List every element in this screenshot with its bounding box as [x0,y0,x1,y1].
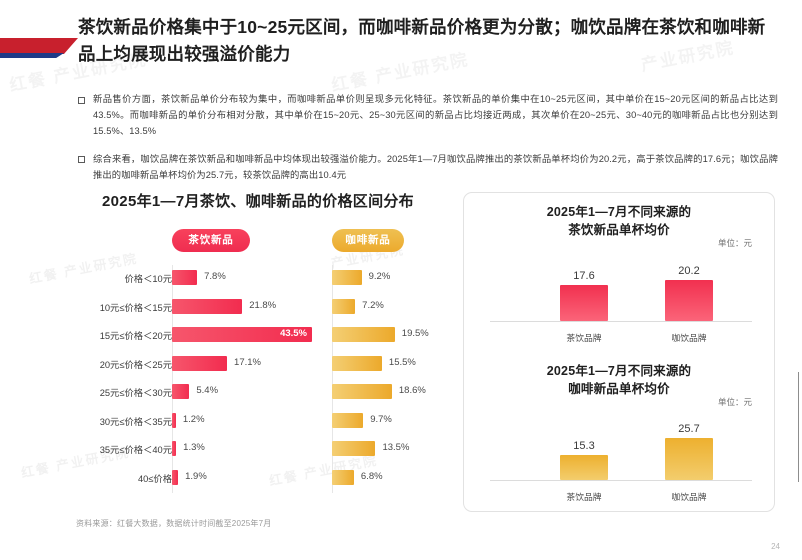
bar-value-tea: 1.2% [182,413,205,425]
chart-row: 40≤价格 1.9% 6.8% [62,465,454,494]
bar-value-coffee: 6.8% [360,470,383,482]
bar-value-tea: 1.9% [185,470,207,482]
category-label: 15元≤价格＜20元 [99,331,172,341]
chart-legend: 茶饮新品 咖啡新品 [62,229,454,259]
bar-coffee [332,270,362,285]
bar [665,279,713,321]
bullet-square-icon [78,156,85,164]
bar-coffee [332,412,364,428]
category-label: 价格＜10元 [124,274,172,284]
bar-tea [172,355,228,371]
page-number: 24 [771,542,780,551]
category-label: 35元≤价格＜40元 [99,445,172,455]
bar-value: 17.6 [573,270,595,283]
bullet-list: 新品售价方面，茶饮新品单价分布较为集中，而咖啡新品单价则呈现多元化特征。茶饮新品… [78,92,778,196]
category-label: 茶饮品牌 [566,333,602,343]
chart-row: 20元≤价格＜25元 17.1% 15.5% [62,351,454,380]
plot-area: 17.6 茶饮品牌 20.2 咖饮品牌 [490,249,752,343]
bar [560,455,608,480]
bullet-text: 综合来看，咖饮品牌在茶饮新品和咖啡新品中均体现出较强溢价能力。2025年1—7月… [93,153,778,180]
bar-value: 25.7 [678,423,700,436]
chart-row: 35元≤价格＜40元 1.3% 13.5% [62,436,454,465]
bar [665,438,713,480]
bar-value-coffee: 15.5% [388,356,416,368]
legend-item-coffee: 咖啡新品 [332,229,404,252]
chart-title-line2: 咖啡新品单杯均价 [568,381,670,396]
bar-value: 15.3 [573,440,595,453]
bar-value-tea: 7.8% [204,271,226,282]
chart-row: 15元≤价格＜20元 43.5% 19.5% [62,322,454,351]
category-label: 30元≤价格＜35元 [99,416,172,427]
bullet-square-icon [78,96,85,104]
bar-value-tea: 17.1% [234,356,261,368]
category-label: 40≤价格 [137,473,172,484]
bar-tea [172,270,198,285]
list-item: 新品售价方面，茶饮新品单价分布较为集中，而咖啡新品单价则呈现多元化特征。茶饮新品… [78,92,778,140]
bar-tea [172,298,243,314]
bar-tea [172,469,179,485]
chart-rows: 价格＜10元 7.8% 9.2% 10元≤价格＜15元 21.8% 7.2% 15元≤价格＜… [62,265,454,493]
bar-tea [172,441,177,456]
bar-value-tea: 5.4% [196,385,219,396]
bar [560,285,608,321]
tea-axis-line [172,265,173,493]
bar-tea [172,384,190,399]
bar-coffee [332,355,382,371]
bar-tea [172,327,313,342]
baseline [490,480,752,481]
chart-row: 25元≤价格＜30元 5.4% 18.6% [62,379,454,408]
list-item: 综合来看，咖饮品牌在茶饮新品和咖啡新品中均体现出较强溢价能力。2025年1—7月… [78,152,778,184]
page-title: 茶饮新品价格集中于10~25元区间，而咖啡新品价格更为分散；咖饮品牌在茶饮和咖啡… [78,17,766,64]
bar-value-tea: 21.8% [249,299,277,311]
bar-value-coffee: 19.5% [401,328,429,339]
chart-title: 2025年1—7月不同来源的 咖啡新品单杯均价 [464,352,774,399]
chart-row: 10元≤价格＜15元 21.8% 7.2% [62,294,454,323]
chart-title: 2025年1—7月茶饮、咖啡新品的价格区间分布 [102,193,414,210]
chart-source-note: 资料来源：红餐大数据，数据统计时间截至2025年7月 [76,519,272,528]
brand-logo-icon [0,38,78,60]
bar-tea [172,412,176,428]
bar-value-coffee: 13.5% [382,442,410,453]
coffee-avg-price-chart: 2025年1—7月不同来源的 咖啡新品单杯均价 单位：元 15.3 茶饮品牌 25.… [464,352,774,511]
chart-row: 价格＜10元 7.8% 9.2% [62,265,454,294]
category-label: 20元≤价格＜25元 [99,359,172,370]
bar-coffee [332,469,354,485]
tea-avg-price-chart: 2025年1—7月不同来源的 茶饮新品单杯均价 单位：元 17.6 茶饮品牌 20.… [464,193,774,352]
legend-item-tea: 茶饮新品 [172,229,250,252]
bar-value-tea: 1.3% [183,442,205,453]
unit-label: 单位：元 [717,238,752,248]
plot-area: 15.3 茶饮品牌 25.7 咖饮品牌 [490,408,752,502]
bar-value-coffee: 9.7% [370,413,392,425]
bar-value-coffee: 7.2% [362,299,384,311]
chart-title: 2025年1—7月不同来源的 茶饮新品单杯均价 [464,193,774,240]
category-label: 25元≤价格＜30元 [99,388,172,398]
price-range-distribution-chart: 2025年1—7月茶饮、咖啡新品的价格区间分布 茶饮新品 咖啡新品 价格＜10元… [62,190,454,535]
chart-row: 30元≤价格＜35元 1.2% 9.7% [62,408,454,437]
unit-label: 单位：元 [717,397,752,407]
bullet-text: 新品售价方面，茶饮新品单价分布较为集中，而咖啡新品单价则呈现多元化特征。茶饮新品… [93,94,778,136]
category-label: 咖饮品牌 [671,333,707,343]
baseline [490,321,752,322]
bar-value-coffee: 18.6% [398,385,426,396]
page-edge-line [798,372,799,482]
chart-title-line1: 2025年1—7月不同来源的 [546,364,692,378]
category-label: 茶饮品牌 [566,492,602,502]
bar-value: 20.2 [678,264,700,277]
bar-coffee [332,327,395,342]
category-label: 10元≤价格＜15元 [99,302,172,313]
bar-coffee [332,298,356,314]
coffee-axis-line [332,265,333,493]
category-label: 咖饮品牌 [671,492,707,502]
bar-value-tea: 43.5% [280,328,307,339]
chart-title-line2: 茶饮新品单杯均价 [568,222,670,237]
average-price-card: 2025年1—7月不同来源的 茶饮新品单杯均价 单位：元 17.6 茶饮品牌 20.… [463,192,775,512]
bar-coffee [332,384,392,399]
chart-title-line1: 2025年1—7月不同来源的 [546,205,692,219]
bar-value-coffee: 9.2% [368,271,391,282]
bar-coffee [332,441,376,456]
